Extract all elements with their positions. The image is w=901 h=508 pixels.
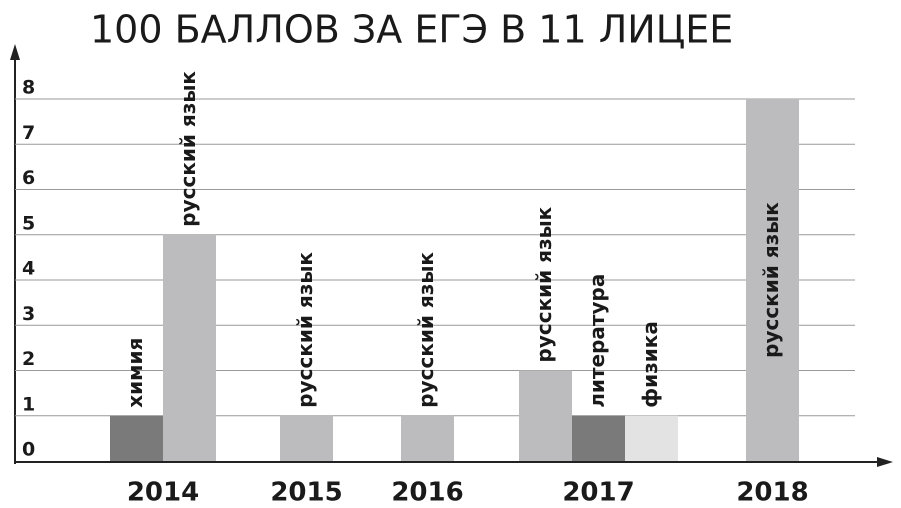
bar xyxy=(110,415,163,461)
x-tick-label: 2018 xyxy=(736,478,808,508)
y-tick-label: 3 xyxy=(22,303,35,325)
bar-label: литература xyxy=(585,274,609,408)
bar xyxy=(280,415,333,461)
x-tick-label: 2014 xyxy=(127,478,199,508)
bar xyxy=(572,415,625,461)
y-tick-label: 6 xyxy=(22,167,35,189)
bar-label: химия xyxy=(123,338,147,408)
y-tick-label: 7 xyxy=(22,122,35,144)
y-tick-label: 4 xyxy=(22,258,35,280)
y-tick-label: 2 xyxy=(22,348,35,370)
y-tick-label: 1 xyxy=(22,393,35,415)
x-tick-label: 2015 xyxy=(270,478,342,508)
y-axis-arrow xyxy=(10,44,20,60)
bar-label: русский язык xyxy=(293,252,317,408)
bar xyxy=(519,370,572,461)
bar xyxy=(746,99,799,461)
bar-label: физика xyxy=(638,321,662,408)
bar xyxy=(163,234,216,461)
bar-label: русский язык xyxy=(414,252,438,408)
bar xyxy=(625,415,678,461)
bar xyxy=(401,415,454,461)
bar-label: русский язык xyxy=(532,206,556,362)
y-tick-label: 8 xyxy=(22,77,35,99)
y-tick-label: 0 xyxy=(22,439,35,461)
x-axis-arrow xyxy=(877,457,893,467)
bar-label: русский язык xyxy=(176,71,200,227)
bar-label: русский язык xyxy=(759,202,783,358)
y-tick-label: 5 xyxy=(22,212,35,234)
chart-title: 100 БАЛЛОВ ЗА ЕГЭ В 11 ЛИЦЕЕ xyxy=(90,8,733,52)
x-tick-label: 2017 xyxy=(562,478,634,508)
x-tick-label: 2016 xyxy=(391,478,463,508)
